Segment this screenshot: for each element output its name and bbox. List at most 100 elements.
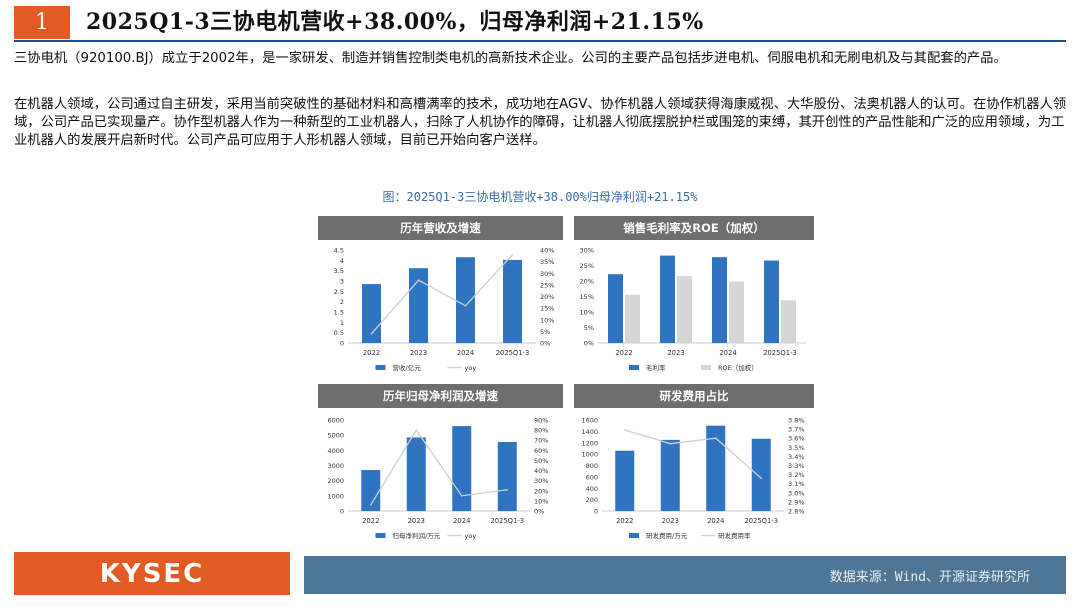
bar-营收/亿元-2024 <box>456 257 475 343</box>
y-right-tick-label: 3.3% <box>788 462 805 470</box>
y-right-tick-label: 30% <box>540 270 554 278</box>
line-point-2025Q1-3 <box>511 253 514 256</box>
bar-归母净利润/万元-2025Q1-3 <box>497 441 517 511</box>
y-left-tick-label: 400 <box>586 485 598 493</box>
y-right-tick-label: 0% <box>540 340 550 348</box>
x-category-label: 2024 <box>457 349 474 357</box>
y-left-tick-label: 1400 <box>581 428 598 436</box>
y-right-tick-label: 35% <box>540 258 554 266</box>
y-left-tick-label: 0 <box>340 508 344 516</box>
page-title: 2025Q1-3三协电机营收+38.00%，归母净利润+21.15% <box>86 9 704 35</box>
y-left-tick-label: 1 <box>340 319 344 327</box>
x-category-label: 2025Q1-3 <box>744 517 778 525</box>
line-point-2025Q1-3 <box>506 488 509 491</box>
line-yoy <box>371 254 513 335</box>
y-left-tick-label: 4000 <box>327 447 344 455</box>
chart-title-bar <box>318 384 563 408</box>
chart-title-bar <box>574 216 814 240</box>
net-profit-chart: 历年归母净利润及增速 0 1000 2000 3000 4000 5000 6000 0% 10%… <box>318 384 563 549</box>
legend-swatch <box>701 365 711 370</box>
y-left-tick-label: 30% <box>580 247 594 255</box>
bar-研发费用/万元-2022 <box>615 450 635 511</box>
bar-归母净利润/万元-2024 <box>452 426 472 511</box>
y-left-tick-label: 6000 <box>327 417 344 425</box>
y-right-tick-label: 20% <box>534 487 548 495</box>
chart-title: 研发费用占比 <box>660 389 729 403</box>
net-profit-chart-svg: 历年归母净利润及增速 0 1000 2000 3000 4000 5000 6000 0% 10%… <box>318 384 563 540</box>
y-right-tick-label: 3.7% <box>788 426 805 434</box>
y-left-tick-label: 600 <box>586 473 598 481</box>
line-point-2024 <box>460 495 463 497</box>
legend-label: ROE（加权） <box>718 363 758 372</box>
y-right-tick-label: 25% <box>540 281 554 289</box>
y-left-tick-label: 0.5 <box>334 329 344 337</box>
x-category-label: 2025Q1-3 <box>763 349 797 357</box>
y-right-tick-label: 30% <box>534 477 548 485</box>
x-category-label: 2023 <box>408 517 425 525</box>
y-left-tick-label: 1000 <box>581 451 598 459</box>
y-right-tick-label: 3.5% <box>788 444 805 452</box>
y-right-tick-label: 80% <box>534 427 548 435</box>
legend-swatch <box>375 365 386 370</box>
y-left-tick-label: 2.5 <box>334 288 344 296</box>
bar-研发费用/万元-2024 <box>706 425 726 511</box>
line-point-2023 <box>415 429 418 431</box>
margin-roe-chart-svg: 销售毛利率及ROE（加权） 0% 5% 10% 15% 20% 25% 30% 2022 2023… <box>574 216 814 372</box>
y-right-tick-label: 2.8% <box>788 508 805 516</box>
bar-归母净利润/万元-2022 <box>361 470 381 511</box>
bar-ROE（加权）-2023 <box>677 276 692 343</box>
y-right-tick-label: 60% <box>534 447 548 455</box>
y-right-tick-label: 40% <box>540 247 554 255</box>
chart-title: 销售毛利率及ROE（加权） <box>623 221 765 235</box>
y-left-tick-label: 1.5 <box>334 309 344 317</box>
y-right-tick-label: 50% <box>534 457 548 465</box>
line-point-2022 <box>369 504 372 506</box>
bar-毛利率-2023 <box>660 255 675 343</box>
chart-title-bar <box>574 384 814 408</box>
y-left-tick-label: 10% <box>580 309 594 317</box>
y-right-tick-label: 3.4% <box>788 453 805 461</box>
y-left-tick-label: 15% <box>580 293 594 301</box>
logo-text: KYSEC <box>99 558 205 589</box>
y-right-tick-label: 5% <box>540 328 550 336</box>
line-yoy <box>370 428 508 506</box>
bar-毛利率-2022 <box>608 274 623 343</box>
bar-营收/亿元-2023 <box>409 268 428 343</box>
y-left-tick-label: 0 <box>340 340 344 348</box>
y-right-tick-label: 3.8% <box>788 417 805 425</box>
margin-roe-chart: 销售毛利率及ROE（加权） 0% 5% 10% 15% 20% 25% 30% 2022 2023… <box>574 216 814 381</box>
bar-研发费用/万元-2025Q1-3 <box>751 438 771 511</box>
y-right-tick-label: 0% <box>534 508 544 516</box>
chart-title-bar <box>318 216 563 240</box>
line-point-2025Q1-3 <box>760 477 763 480</box>
x-category-label: 2024 <box>719 349 736 357</box>
y-right-tick-label: 10% <box>534 497 548 505</box>
bar-ROE（加权）-2022 <box>625 294 640 343</box>
y-left-tick-label: 800 <box>586 462 598 470</box>
legend-label: yoy <box>465 532 477 540</box>
company-intro-paragraph: 三协电机（920100.BJ）成立于2002年，是一家研发、制造并销售控制类电机… <box>14 51 1007 66</box>
legend-label: 毛利率 <box>646 363 666 372</box>
line-point-2023 <box>417 279 420 282</box>
y-left-tick-label: 20% <box>580 278 594 286</box>
x-category-label: 2024 <box>707 517 724 525</box>
legend-label: 研发费用/万元 <box>646 531 688 540</box>
legend-swatch <box>629 365 639 370</box>
bar-毛利率-2024 <box>712 257 727 343</box>
y-right-tick-label: 10% <box>540 316 554 324</box>
rnd-expense-chart-svg: 研发费用占比 0 200 400 600 800 1000 1200 1400 1600 2.8% 2… <box>574 384 814 540</box>
y-left-tick-label: 1000 <box>327 492 344 500</box>
y-right-tick-label: 3.1% <box>788 480 805 488</box>
bar-营收/亿元-2025Q1-3 <box>503 259 522 343</box>
y-right-tick-label: 40% <box>534 467 548 475</box>
x-category-label: 2025Q1-3 <box>496 349 530 357</box>
kysec-logo: KYSEC <box>14 552 290 595</box>
y-left-tick-label: 4 <box>340 257 344 265</box>
title-divider <box>14 40 1066 42</box>
legend-swatch <box>375 533 386 538</box>
y-left-tick-label: 1200 <box>581 439 598 447</box>
x-category-label: 2023 <box>410 349 427 357</box>
bar-毛利率-2025Q1-3 <box>764 260 779 343</box>
y-left-tick-label: 0 <box>594 508 598 516</box>
legend-label: 研发费用率 <box>718 531 751 540</box>
